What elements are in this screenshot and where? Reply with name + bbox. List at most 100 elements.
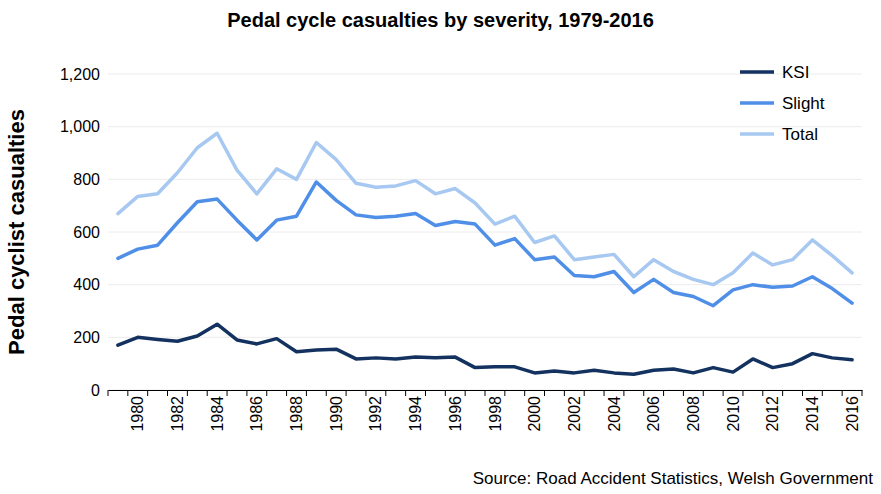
x-tick: 1984 [209,390,226,432]
plot-area: 0 200 400 600 800 1,000 1,200 1980 1982 1984 1986 1… [60,66,863,432]
y-axis: 0 200 400 600 800 1,000 1,200 [60,66,109,399]
x-boundary-tick [762,390,763,396]
x-boundary-tick [683,390,684,396]
x-tick: 1994 [407,390,424,432]
x-boundary-tick [564,390,565,396]
x-tick: 1980 [129,390,146,432]
x-boundary-tick [227,390,228,396]
y-tick-label: 400 [73,276,100,293]
x-boundary-tick [822,390,823,396]
series-lines [118,133,852,374]
x-tick: 1998 [487,390,504,432]
legend-item: Total [740,125,818,144]
x-tick-label: 1986 [248,396,265,432]
y-tick-label: 800 [73,171,100,188]
legend-item: Slight [740,94,825,113]
x-boundary-tick [365,390,366,396]
title: Pedal cycle casualties by severity, 1979… [227,9,654,31]
y-axis-line [108,75,109,391]
x-boundary-tick [445,390,446,396]
grid-line [108,337,862,338]
chart: 0 200 400 600 800 1,000 1,200 1980 1982 1984 1986 1… [0,0,881,494]
x-boundary-tick [584,390,585,396]
x-tick: 2014 [804,390,821,432]
x-boundary-tick [604,390,605,396]
y-tick: 400 [73,276,108,293]
x-tick-label: 1982 [169,396,186,432]
legend-swatch [740,70,774,74]
y-tick: 800 [73,171,108,188]
x-boundary-tick [465,390,466,396]
x-tick-label: 1990 [328,396,345,432]
x-tick: 1986 [248,390,265,432]
legend-swatch [740,132,774,136]
x-boundary-tick [246,390,247,396]
y-axis-title: Pedal cyclist casualties [4,109,29,355]
x-boundary-tick [266,390,267,396]
x-tick-label: 2012 [764,396,781,432]
x-axis: 1980198219841986198819901992199419961998… [108,390,863,432]
grid-line [108,179,862,180]
x-boundary-tick [187,390,188,396]
grid-line [108,126,862,127]
x-boundary-tick [544,390,545,396]
y-tick-label: 1,000 [60,118,100,135]
x-boundary-tick [167,390,168,396]
x-tick-label: 2002 [566,396,583,432]
x-tick: 1990 [328,390,345,432]
x-tick-label: 1994 [407,396,424,432]
legend-item: KSI [740,63,809,82]
x-tick-label: 1988 [288,396,305,432]
x-tick: 2004 [606,390,623,432]
x-tick-label: 2000 [526,396,543,432]
x-tick-label: 1984 [209,396,226,432]
legend: KSI Slight Total [740,63,825,144]
legend-label: Slight [782,94,825,113]
x-boundary-tick [425,390,426,396]
x-boundary-ticks [108,390,862,396]
x-boundary-tick [405,390,406,396]
x-tick: 2016 [844,390,861,432]
x-boundary-tick [723,390,724,396]
x-tick: 1988 [288,390,305,432]
x-tick-label: 2016 [844,396,861,432]
x-boundary-tick [326,390,327,396]
x-tick: 2012 [764,390,781,432]
legend-swatch [740,101,774,105]
x-boundary-tick [623,390,624,396]
x-tick-label: 2006 [645,396,662,432]
grid [108,74,862,390]
x-tick: 2010 [725,390,742,432]
x-tick: 1996 [447,390,464,432]
x-tick-label: 1996 [447,396,464,432]
x-boundary-tick [147,390,148,396]
y-tick-label: 600 [73,224,100,241]
x-boundary-tick [663,390,664,396]
x-boundary-tick [207,390,208,396]
x-boundary-tick [742,390,743,396]
x-tick: 2002 [566,390,583,432]
annotation: Source: Road Accident Statistics, Welsh … [473,469,874,488]
y-tick: 200 [73,329,108,346]
x-boundary-tick [346,390,347,396]
x-boundary-tick [524,390,525,396]
y-tick: 1,000 [60,118,108,135]
x-boundary-tick [108,390,109,396]
x-boundary-tick [127,390,128,396]
legend-label: Total [782,125,818,144]
series-line [118,182,852,306]
x-boundary-tick [862,390,863,396]
x-tick-label: 2004 [606,396,623,432]
x-boundary-tick [306,390,307,396]
x-boundary-tick [385,390,386,396]
x-boundary-tick [504,390,505,396]
x-boundary-tick [286,390,287,396]
x-tick: 1982 [169,390,186,432]
y-tick-label: 200 [73,329,100,346]
y-tick: 1,200 [60,66,108,83]
y-tick: 600 [73,224,108,241]
series-line [118,324,852,374]
y-tick-label: 0 [91,382,100,399]
x-tick-label: 2010 [725,396,742,432]
x-boundary-tick [802,390,803,396]
